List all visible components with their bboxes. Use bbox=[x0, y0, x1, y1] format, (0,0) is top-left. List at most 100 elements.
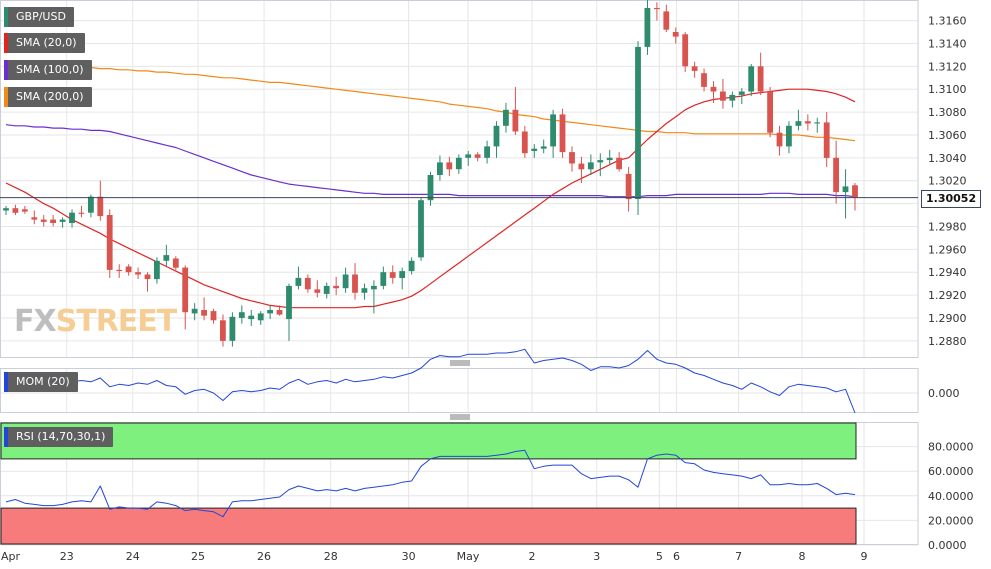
candle-body bbox=[767, 91, 773, 133]
candle bbox=[691, 61, 698, 78]
x-tick-label: 6 bbox=[673, 550, 680, 563]
rsi-oversold-band bbox=[0, 507, 857, 545]
legend-sma20-label: SMA (20,0) bbox=[16, 36, 77, 49]
candle-body bbox=[521, 131, 528, 154]
candle bbox=[172, 256, 179, 270]
candle bbox=[804, 114, 811, 131]
candle bbox=[578, 156, 585, 184]
candle bbox=[361, 283, 368, 300]
candle bbox=[210, 308, 217, 324]
candle bbox=[418, 197, 424, 261]
legend-rsi[interactable]: RSI (14,70,30,1) bbox=[4, 427, 114, 447]
candle-body bbox=[616, 157, 622, 170]
rsi-line bbox=[5, 449, 856, 518]
candle bbox=[106, 209, 113, 278]
candle bbox=[267, 305, 273, 320]
legend-sma200[interactable]: SMA (200,0) bbox=[4, 87, 92, 107]
candle-body bbox=[823, 122, 830, 158]
rsi-tick-label: 0.0000 bbox=[928, 539, 967, 552]
candle-body bbox=[437, 162, 443, 175]
candle-body bbox=[399, 271, 406, 278]
legend-sma100[interactable]: SMA (100,0) bbox=[4, 60, 92, 80]
candle bbox=[286, 283, 292, 341]
legend-sma20[interactable]: SMA (20,0) bbox=[4, 33, 85, 53]
x-tick-label: 25 bbox=[191, 550, 205, 563]
candle-body bbox=[531, 148, 538, 151]
candle-body bbox=[654, 8, 660, 10]
candle-body bbox=[135, 272, 141, 275]
candle-body bbox=[172, 258, 179, 268]
candle-body bbox=[550, 114, 556, 147]
candle-body bbox=[852, 185, 858, 198]
candle-body bbox=[493, 125, 500, 147]
candle bbox=[710, 81, 717, 103]
candle bbox=[3, 205, 9, 216]
logo-street: STREET bbox=[55, 304, 178, 339]
candle bbox=[380, 266, 387, 290]
candle bbox=[163, 244, 170, 267]
candle-body bbox=[804, 121, 811, 124]
legend-mom[interactable]: MOM (20) bbox=[4, 372, 78, 392]
candle bbox=[144, 272, 151, 292]
candle-body bbox=[323, 285, 330, 294]
candle-body bbox=[304, 277, 311, 290]
candle-body bbox=[701, 73, 707, 87]
candle-body bbox=[474, 154, 481, 158]
candle bbox=[682, 32, 689, 73]
legend-symbol[interactable]: GBP/USD bbox=[4, 7, 74, 27]
legend-sma20-swatch bbox=[4, 33, 8, 53]
candle bbox=[720, 78, 726, 109]
rsi-bands bbox=[0, 422, 857, 545]
candle-body bbox=[748, 66, 755, 92]
x-tick-label: 23 bbox=[60, 550, 74, 563]
candle bbox=[191, 303, 198, 321]
candle-body bbox=[786, 125, 792, 147]
candle bbox=[644, 0, 651, 55]
candle bbox=[201, 297, 207, 321]
candle bbox=[767, 86, 773, 138]
candle-body bbox=[182, 267, 189, 313]
candle bbox=[304, 274, 311, 293]
candle-body bbox=[512, 109, 519, 132]
candle bbox=[399, 267, 406, 290]
candle-body bbox=[295, 277, 302, 286]
candle-body bbox=[814, 122, 821, 124]
candle bbox=[569, 146, 575, 172]
candle-body bbox=[795, 121, 802, 126]
legend-rsi-label: RSI (14,70,30,1) bbox=[16, 430, 106, 443]
candle bbox=[503, 102, 509, 133]
candle bbox=[729, 91, 736, 108]
candle-body bbox=[238, 312, 245, 318]
candle bbox=[663, 4, 670, 33]
rsi-tick-label: 20.0000 bbox=[928, 514, 974, 527]
candle bbox=[635, 41, 641, 216]
candle bbox=[654, 2, 660, 21]
candle bbox=[446, 156, 453, 177]
rsi-tick-label: 40.0000 bbox=[928, 490, 974, 503]
rsi-tick-label: 80.0000 bbox=[928, 441, 974, 454]
price-tick-label: 1.2900 bbox=[928, 312, 967, 325]
candle-body bbox=[201, 310, 207, 316]
candle-body bbox=[446, 162, 453, 170]
sma200-line bbox=[5, 63, 856, 142]
candle-body bbox=[267, 310, 273, 314]
candle-body bbox=[59, 219, 66, 222]
candle bbox=[597, 153, 604, 177]
candle bbox=[88, 194, 94, 218]
candle bbox=[738, 88, 745, 105]
candle-body bbox=[559, 114, 566, 153]
candle bbox=[540, 139, 547, 154]
candle-body bbox=[389, 272, 396, 278]
candle-body bbox=[12, 208, 19, 213]
candle-body bbox=[154, 260, 160, 280]
pane-resize-handles[interactable] bbox=[450, 360, 470, 420]
candle-body bbox=[691, 66, 698, 71]
candle-body bbox=[31, 217, 38, 220]
panel-frame bbox=[0, 0, 919, 358]
legend-sma100-label: SMA (100,0) bbox=[16, 63, 84, 76]
candle bbox=[484, 140, 490, 164]
price-tick-label: 1.2920 bbox=[928, 289, 967, 302]
candle-body bbox=[729, 94, 736, 101]
rsi-tick-label: 60.0000 bbox=[928, 465, 974, 478]
candle bbox=[78, 205, 85, 218]
